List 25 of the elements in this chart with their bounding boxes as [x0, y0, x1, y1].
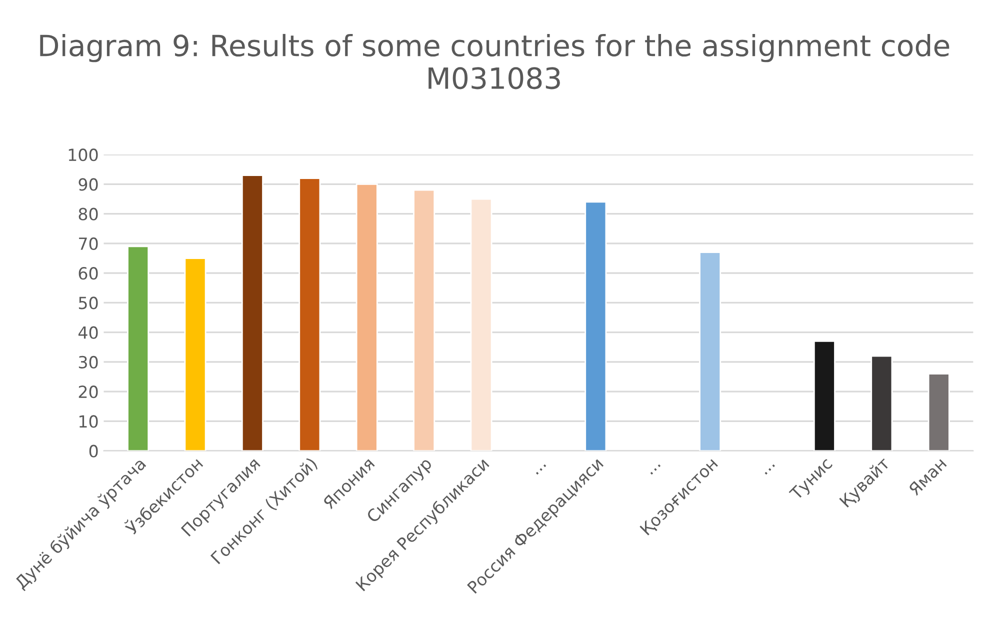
bar: [298, 178, 321, 451]
bar: [127, 246, 150, 451]
bar: [184, 258, 206, 451]
y-tick-label: 20: [78, 386, 98, 398]
bar: [241, 174, 264, 451]
x-tick-label: ...: [764, 464, 775, 475]
y-tick-label: 30: [78, 356, 98, 368]
y-tick-label: 50: [78, 296, 98, 310]
bar: [470, 198, 492, 451]
y-tick-label: 70: [79, 237, 98, 250]
bar: [928, 373, 950, 451]
y-tick-label: 60: [78, 267, 98, 280]
y-tick-label: 10: [80, 415, 98, 428]
bar: [699, 252, 722, 451]
bar: [584, 201, 607, 451]
bar: [413, 189, 436, 451]
bar: [870, 355, 893, 451]
chart-title: Diagram 9: Results of some countries for the assignment code M031083: [40, 34, 950, 90]
y-tick-label: 100: [68, 148, 98, 162]
y-tick-label: 0: [89, 444, 98, 458]
bar: [813, 340, 836, 451]
y-tick-label: 90: [78, 178, 98, 191]
y-tick-label: 80: [78, 208, 98, 220]
y-tick-label: 40: [78, 326, 98, 339]
bar: [356, 183, 378, 451]
